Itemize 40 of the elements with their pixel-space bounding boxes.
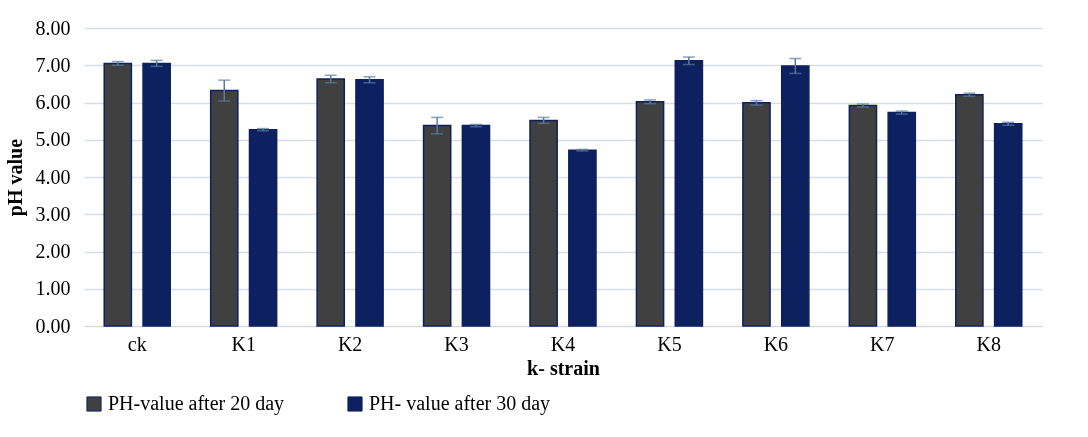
bar (422, 124, 452, 327)
legend-label: PH-value after 20 day (108, 392, 285, 415)
bar (993, 122, 1023, 327)
bar (955, 93, 984, 327)
y-tick-label: 3.00 (35, 202, 71, 225)
bar (674, 60, 704, 327)
bar (568, 149, 597, 327)
x-tick-label: K1 (231, 332, 256, 355)
bar (355, 79, 384, 327)
y-tick-label: 2.00 (35, 240, 71, 262)
bar (142, 62, 171, 327)
x-tick-label: K4 (550, 332, 576, 355)
y-tick-label: 1.00 (35, 277, 71, 300)
y-tick-label: 0.00 (35, 314, 71, 337)
y-tick-label: 4.00 (35, 165, 71, 188)
x-tick-label: K2 (337, 332, 363, 355)
bar (635, 101, 665, 327)
legend-label: PH- value after 30 day (369, 392, 551, 415)
x-tick-label: K5 (657, 332, 682, 355)
y-tick-label: 5.00 (35, 128, 71, 151)
bar (103, 62, 133, 327)
x-axis-title: k- strain (527, 356, 600, 379)
bar (316, 78, 346, 327)
bar (848, 104, 878, 327)
bar (529, 119, 558, 327)
y-tick-label: 6.00 (35, 91, 71, 113)
y-tick-label: 7.00 (35, 53, 71, 76)
bar (461, 124, 491, 327)
y-tick-label: 8.00 (35, 16, 71, 39)
x-tick-label: ck (127, 332, 147, 355)
bar (742, 102, 771, 327)
bar (248, 128, 278, 327)
y-axis-title: pH value (3, 138, 27, 217)
bar (887, 111, 917, 327)
x-tick-label: K8 (976, 332, 1001, 355)
x-tick-label: K3 (444, 332, 469, 355)
x-tick-label: K7 (870, 332, 895, 355)
x-tick-label: K6 (763, 332, 789, 355)
bar (780, 65, 810, 327)
bar (209, 89, 239, 327)
